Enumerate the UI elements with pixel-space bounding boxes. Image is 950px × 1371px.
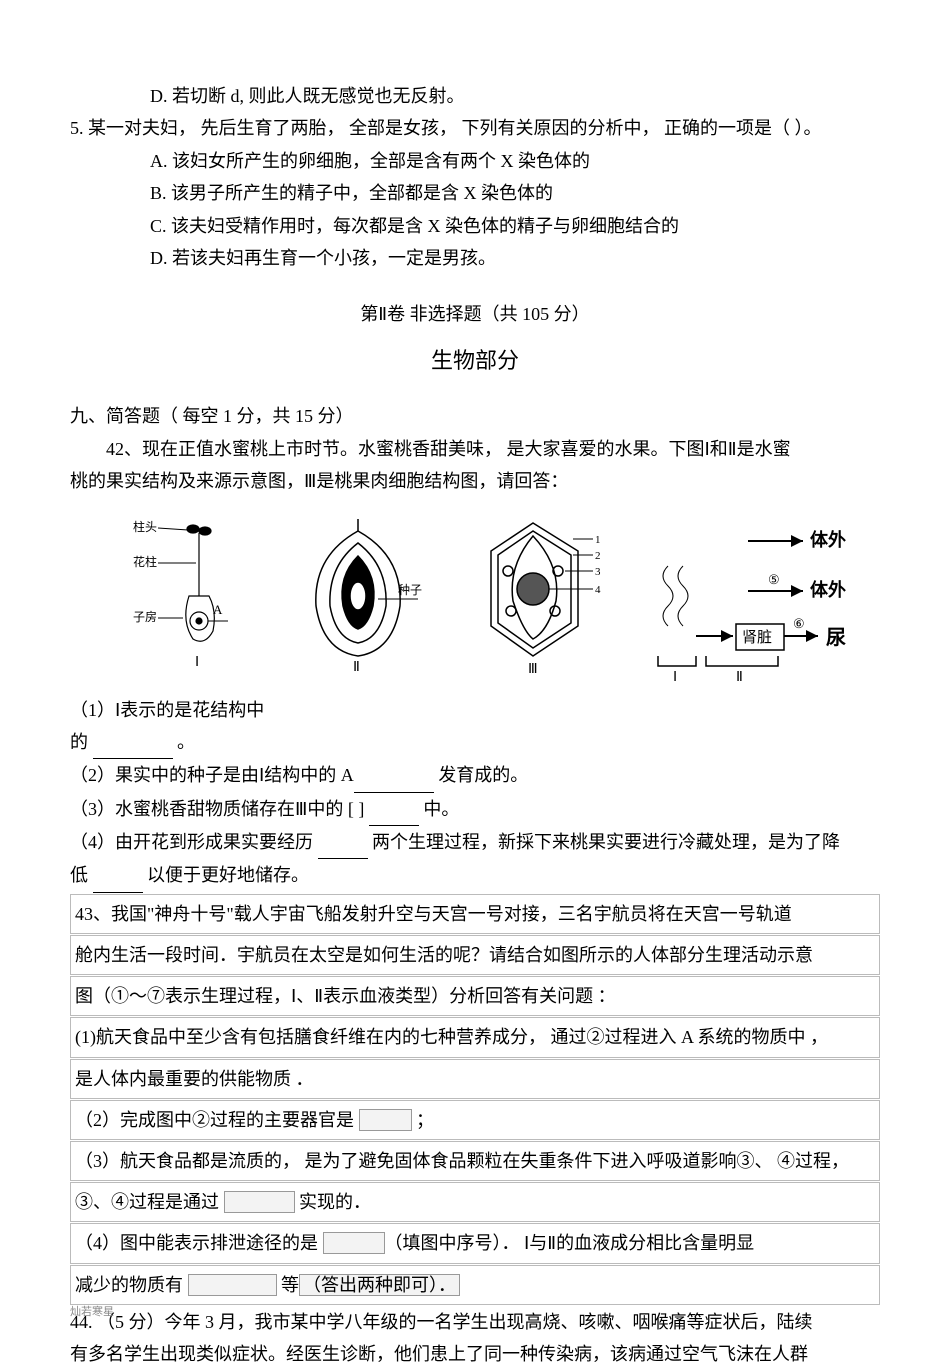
figure-row: 柱头 花柱 子房 A Ⅰ 种子 Ⅱ bbox=[70, 506, 880, 686]
q42-sub1b-suffix: 。 bbox=[173, 732, 196, 752]
q43-sub3b-prefix: ③、④过程是通过 bbox=[75, 1192, 224, 1212]
cell-num-3: 3 bbox=[595, 566, 601, 578]
q44-line1: 44. （5 分）今年 3 月，我市某中学八年级的一名学生出现高烧、咳嗽、咽喉痛… bbox=[70, 1306, 880, 1338]
q42-sub1-line2: 的 。 bbox=[70, 726, 880, 759]
q42-sub4b-suffix: 以便于更好地储存。 bbox=[143, 865, 310, 885]
figure-urine: 体外 体外 ⑤ 肾脏 ⑥ 尿 Ⅰ Ⅱ bbox=[648, 496, 858, 686]
q43-sub2: （2）完成图中②过程的主要器官是 ； bbox=[70, 1100, 880, 1140]
q43-sub1-line1: (1)航天食品中至少含有包括膳食纤维在内的七种营养成分， 通过②过程进入 A 系… bbox=[70, 1017, 880, 1057]
blank-q43-3[interactable] bbox=[224, 1191, 295, 1213]
footer-watermark: 灿若寒星 bbox=[70, 1303, 114, 1323]
q43-sub3b-suffix: 实现的． bbox=[295, 1192, 372, 1212]
q44-line2: 有多名学生出现类似症状。经医生诊断，他们患上了同一种传染病，该病通过空气飞沫在人… bbox=[70, 1338, 880, 1370]
q42-stem-line1: 42、现在正值水蜜桃上市时节。水蜜桃香甜美味， 是大家喜爱的水果。下图Ⅰ和Ⅱ是水… bbox=[70, 433, 880, 465]
q5-option-d: D. 若该夫妇再生育一个小孩，一定是男孩。 bbox=[70, 242, 880, 274]
blank-q42-4a[interactable] bbox=[318, 826, 368, 859]
q42-sub4-line1: （4）由开花到形成果实要经历 两个生理过程，新採下来桃果实要进行冷藏处理，是为了… bbox=[70, 826, 880, 859]
q43-sub4-line1: （4）图中能表示排泄途径的是 （填图中序号）． Ⅰ与Ⅱ的血液成分相比含量明显 bbox=[70, 1223, 880, 1263]
q42-sub1b-prefix: 的 bbox=[70, 732, 93, 752]
label-I: Ⅰ bbox=[673, 670, 677, 685]
label-zhongzi: 种子 bbox=[398, 583, 422, 597]
label-A: A bbox=[213, 602, 223, 617]
q43-sub4b-mid: 等 bbox=[277, 1275, 300, 1295]
cell-num-2: 2 bbox=[595, 550, 601, 562]
blank-q42-1[interactable] bbox=[93, 726, 173, 759]
label-roman-I: Ⅰ bbox=[195, 655, 199, 670]
subject-heading: 生物部分 bbox=[70, 341, 880, 381]
q42-sub4a-prefix: （4）由开花到形成果实要经历 bbox=[70, 832, 318, 852]
q43-sub4-line2: 减少的物质有 等（答出两种即可）． bbox=[70, 1265, 880, 1305]
label-II: Ⅱ bbox=[736, 670, 743, 685]
label-six: ⑥ bbox=[793, 616, 805, 631]
q42-sub3-prefix: （3）水蜜桃香甜物质储存在Ⅲ中的 [ ] bbox=[70, 799, 369, 819]
q43-sub4a-prefix: （4）图中能表示排泄途径的是 bbox=[75, 1233, 323, 1253]
q5-option-a: A. 该妇女所产生的卵细胞，全部是含有两个 X 染色体的 bbox=[70, 145, 880, 177]
q5-option-c: C. 该夫妇受精作用时，每次都是含 X 染色体的精子与卵细胞结合的 bbox=[70, 210, 880, 242]
q43-sub2-prefix: （2）完成图中②过程的主要器官是 bbox=[75, 1110, 359, 1130]
q43-line3: 图（①～⑦表示生理过程，Ⅰ、Ⅱ表示血液类型）分析回答有关问题 ： bbox=[70, 976, 880, 1016]
blank-q43-4a[interactable] bbox=[323, 1232, 385, 1254]
q43-sub4b-suffix-box: （答出两种即可）． bbox=[299, 1274, 460, 1296]
q43-sub2-suffix: ； bbox=[412, 1110, 435, 1130]
q42-sub1-line1: （1）Ⅰ表示的是花结构中 bbox=[70, 694, 880, 726]
part9-heading: 九、简答题（ 每空 1 分，共 15 分） bbox=[70, 400, 880, 432]
q42-sub2-suffix: 发育成的。 bbox=[434, 765, 529, 785]
blank-q43-4b[interactable] bbox=[188, 1274, 277, 1296]
label-five: ⑤ bbox=[768, 572, 780, 587]
q42-sub4-line2: 低 以便于更好地储存。 bbox=[70, 859, 880, 892]
label-roman-II: Ⅱ bbox=[353, 660, 360, 675]
q42-sub2: （2）果实中的种子是由Ⅰ结构中的 A 发育成的。 bbox=[70, 759, 880, 792]
figure-pistil: 柱头 花柱 子房 A Ⅰ bbox=[93, 511, 243, 681]
q43-line1: 43、我国"神舟十号"载人宇宙飞船发射升空与天宫一号对接，三名宇航员将在天宫一号… bbox=[70, 894, 880, 934]
figure-peach: 种子 Ⅱ bbox=[288, 511, 428, 681]
q43-sub4a-suffix: （填图中序号）． Ⅰ与Ⅱ的血液成分相比含量明显 bbox=[385, 1233, 755, 1253]
q42-sub4a-suffix: 两个生理过程，新採下来桃果实要进行冷藏处理，是为了降 bbox=[368, 832, 841, 852]
cell-num-4: 4 bbox=[595, 584, 601, 596]
q43-sub3-line1: （3）航天食品都是流质的， 是为了避免固体食品颗粒在失重条件下进入呼吸道影响③、… bbox=[70, 1141, 880, 1181]
label-zifang: 子房 bbox=[133, 609, 157, 624]
blank-q42-4b[interactable] bbox=[93, 859, 143, 892]
q42-sub3-suffix: 中。 bbox=[419, 799, 460, 819]
label-roman-III: Ⅲ bbox=[528, 662, 538, 677]
q4-option-d: D. 若切断 d, 则此人既无感觉也无反射。 bbox=[70, 80, 880, 112]
q42-sub2-prefix: （2）果实中的种子是由Ⅰ结构中的 A bbox=[70, 765, 354, 785]
blank-q42-2[interactable] bbox=[354, 759, 434, 792]
q43-sub3-line2: ③、④过程是通过 实现的． bbox=[70, 1182, 880, 1222]
q43-sub4b-prefix: 减少的物质有 bbox=[75, 1275, 188, 1295]
q43-line2: 舱内生活一段时间．宇航员在太空是如何生活的呢？请结合如图所示的人体部分生理活动示… bbox=[70, 935, 880, 975]
label-tiwai1: 体外 bbox=[810, 529, 846, 550]
label-zhutou: 柱头 bbox=[133, 519, 157, 534]
label-shenzang: 肾脏 bbox=[742, 629, 772, 646]
blank-q42-3[interactable] bbox=[369, 793, 419, 826]
label-tiwai2: 体外 bbox=[810, 579, 846, 600]
label-huazhu: 花柱 bbox=[133, 554, 157, 569]
figure-cell: 1 2 3 4 Ⅲ bbox=[473, 511, 603, 681]
q5-stem: 5. 某一对夫妇， 先后生育了两胎， 全部是女孩， 下列有关原因的分析中， 正确… bbox=[70, 112, 880, 144]
blank-q43-2[interactable] bbox=[359, 1109, 412, 1131]
section-2-heading: 第Ⅱ卷 非选择题（共 105 分） bbox=[70, 298, 880, 330]
q42-stem-line2: 桃的果实结构及来源示意图，Ⅲ是桃果肉细胞结构图，请回答： bbox=[70, 465, 880, 497]
label-niao: 尿 bbox=[826, 626, 846, 649]
q42-sub3: （3）水蜜桃香甜物质储存在Ⅲ中的 [ ] 中。 bbox=[70, 793, 880, 826]
q43-sub1-line2: 是人体内最重要的供能物质 ． bbox=[70, 1059, 880, 1099]
cell-num-1: 1 bbox=[595, 534, 601, 546]
q42-sub4b-prefix: 低 bbox=[70, 865, 93, 885]
q5-option-b: B. 该男子所产生的精子中，全部都是含 X 染色体的 bbox=[70, 177, 880, 209]
